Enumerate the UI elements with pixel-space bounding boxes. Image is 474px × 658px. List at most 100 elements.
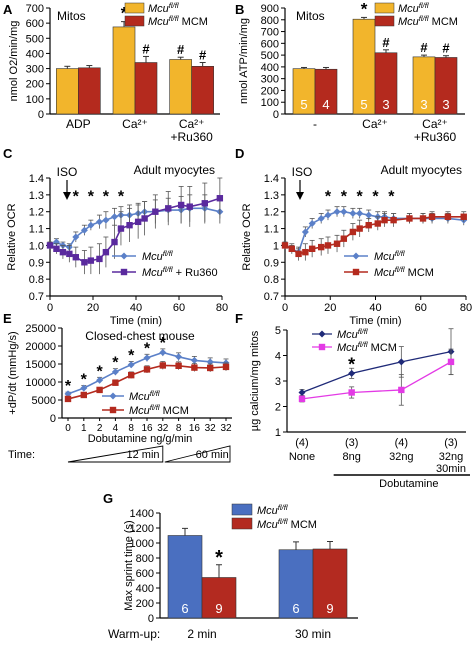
n-label: 3 [442,97,449,112]
y-tick-label: 700 [261,27,279,39]
x-tick-label: 1 [81,423,87,434]
legend-sup: fl/fl [278,503,288,512]
point-marker [308,245,316,252]
y-tick-label: 0.7 [264,291,279,303]
legend-label: Mcufl/fl [398,1,429,15]
category-label: Ca²⁺ [122,117,148,131]
y-tick-label: 0 [50,413,56,425]
point-marker [317,214,325,222]
point-marker [120,268,128,276]
point-marker [318,330,326,338]
legend-swatch [124,15,145,27]
legend-suffix: MCM [160,405,189,417]
y-tick-label: 500 [26,33,44,45]
bar [134,62,158,115]
legend-label: Mcufl/fl MCM [374,265,434,279]
legend-suffix: MCM [179,16,208,28]
x-axis-title: Dobutamine [379,478,438,490]
panel-C: 0.7 0.8 0.9 1.0 1.1 1.2 1.3 1.4 0 20 40 60 80 Time (m… [6,163,228,327]
point-marker [80,384,88,392]
y-axis-title: Relative OCR [6,203,18,270]
y-tick-label: 100 [261,97,279,109]
y-tick-label: 0.9 [29,257,44,269]
y-tick-label: 1.4 [29,173,44,185]
significance-hash: # [177,42,185,57]
y-tick-label: 1.3 [29,190,44,202]
y-axis-title: +dP/dt (mmHg/s) [7,331,19,414]
arrow-label: ISO [57,165,78,179]
x-tick-label: 0 [47,302,53,314]
y-tick-label: 900 [261,3,279,15]
point-marker [175,353,183,361]
legend-swatch [374,15,395,27]
bar [312,548,348,619]
panel-E: 0 5000 10000 15000 20000 25000 +dP/dt (mmHg/s)… [7,323,232,463]
point-marker [102,216,110,224]
x-tick-label: 8 [128,423,134,434]
panel-letter-C: C [3,146,13,161]
legend-label: Mcufl/fl MCM [148,14,208,28]
significance-star: * [88,189,95,206]
legend-sup: fl/fl [150,389,160,398]
x-axis-title: Time (min) [110,315,162,327]
significance-star: * [160,335,167,352]
legend-sup: fl/fl [358,340,368,349]
category-label: Ca²⁺ [362,117,388,131]
point-marker [190,356,198,364]
y-tick-label: 300 [261,74,279,86]
legend-label: Mcufl/fl MCM [257,517,317,531]
significance-star: * [112,355,119,372]
point-marker [352,252,360,260]
annotation: Adult myocytes [134,163,215,177]
bar [169,59,192,115]
significance-star: * [361,0,368,18]
point-marker [207,364,214,372]
y-tick-label: 1 [273,240,279,252]
n-label: 9 [326,601,333,616]
point-marker [64,390,72,398]
point-marker [348,369,356,377]
y-tick-label: 10000 [25,377,56,389]
y-tick-label: 200 [261,85,279,97]
point-marker [159,348,167,356]
x-tick-label: 0 [65,423,71,434]
legend-gene: Mcu [398,16,419,28]
annotation: Closed-chest mouse [85,329,195,343]
y-axis-title: µg calcium/mg mitos [249,330,261,431]
legend-suffix: MCM [429,16,458,28]
category-label: Ca²⁺ [179,117,205,131]
legend-label: Mcufl/fl [129,389,160,403]
time-ramp-label: 60 min [196,449,229,461]
x-tick-label: 2 [97,423,103,434]
panel-letter-B: B [235,2,244,17]
y-tick-label: 400 [136,583,154,595]
legend-gene: Mcu [398,3,419,15]
x-tick-label: 20 [87,302,99,314]
annotation: Mitos [296,9,325,23]
legend-swatch [124,2,145,14]
point-marker [126,222,133,229]
significance-hash: # [420,40,428,55]
significance-star: * [144,340,151,357]
point-marker [381,216,388,224]
significance-star: * [121,4,128,23]
bar [191,66,214,115]
bar [112,26,136,115]
y-tick-label: 2 [275,402,281,414]
n-label: (4) [295,437,308,449]
y-tick-label: 600 [26,18,44,30]
significance-hash: # [382,35,390,50]
y-tick-label: 3 [275,376,281,388]
point-marker [165,205,172,212]
panel-letter-F: F [235,311,243,326]
point-marker [120,252,128,260]
y-tick-label: 500 [261,50,279,62]
legend-label: Mcufl/fl [374,249,405,263]
n-label: 6 [181,601,188,616]
x-tick-label: 60 [173,302,185,314]
y-tick-label: 1.3 [264,190,279,202]
y-tick-label: 0.8 [29,274,44,286]
y-tick-label: 200 [26,79,44,91]
y-tick-label: 1.2 [29,207,44,219]
y-axis-title: Max sprint time (s) [123,520,135,610]
